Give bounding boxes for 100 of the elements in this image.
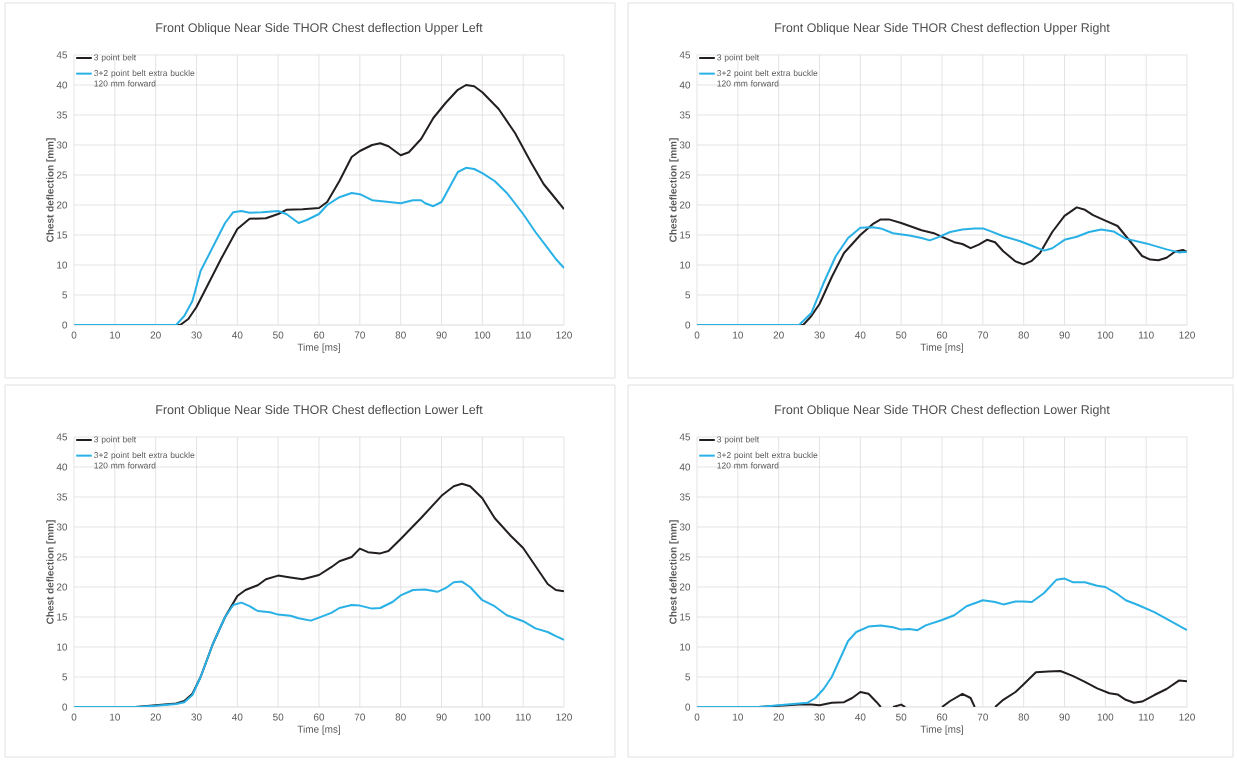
x-tick-label: 10	[733, 713, 743, 721]
x-tick-label: 60	[936, 331, 948, 339]
x-tick-label: 100	[1097, 331, 1114, 339]
x-tick-label: 10	[733, 331, 743, 339]
y-tick-label: 45	[56, 433, 68, 441]
x-tick-label: 60	[936, 713, 948, 721]
x-tick-label: 90	[1059, 331, 1070, 339]
y-tick-label: 30	[679, 523, 691, 531]
y-tick-label: 30	[679, 141, 691, 149]
chart-title: Front Oblique Near Side THOR Chest deflection Upper Left	[156, 22, 483, 35]
legend-label: 3 point belt	[94, 54, 137, 63]
y-tick-label: 0	[685, 321, 691, 329]
x-tick-label: 20	[150, 331, 161, 339]
x-tick-label: 30	[814, 331, 825, 339]
x-tick-label: 0	[71, 331, 77, 339]
x-tick-label: 50	[273, 331, 284, 339]
legend-label: 3+2 point belt extra buckle 120 mm forward	[717, 69, 818, 87]
x-tick-label: 110	[516, 331, 531, 339]
y-tick-label: 40	[56, 463, 68, 471]
y-tick-label: 40	[679, 81, 691, 89]
y-tick-label: 5	[685, 291, 691, 299]
y-tick-label: 45	[679, 433, 691, 441]
x-tick-label: 120	[556, 713, 572, 721]
x-axis-title: Time [ms]	[920, 343, 963, 353]
x-axis-title: Time [ms]	[920, 725, 963, 735]
x-tick-label: 90	[1059, 713, 1070, 721]
x-tick-label: 90	[436, 331, 447, 339]
legend-label: 3+2 point belt extra buckle 120 mm forward	[94, 69, 195, 87]
x-tick-label: 10	[110, 713, 120, 721]
x-axis-title: Time [ms]	[297, 725, 340, 735]
y-tick-label: 25	[679, 553, 691, 561]
y-tick-label: 15	[680, 613, 691, 621]
x-tick-label: 110	[1139, 331, 1154, 339]
legend-label: 3 point belt	[94, 436, 137, 445]
y-tick-label: 0	[62, 703, 68, 711]
legend-label: 3 point belt	[717, 436, 760, 445]
y-tick-label: 30	[56, 523, 68, 531]
y-tick-label: 10	[57, 643, 68, 651]
legend-label: 3 point belt	[717, 54, 760, 63]
x-tick-label: 120	[556, 331, 572, 339]
chart-title: Front Oblique Near Side THOR Chest deflection Lower Left	[156, 404, 483, 417]
x-tick-label: 70	[354, 331, 365, 339]
x-tick-label: 50	[896, 713, 907, 721]
x-tick-label: 0	[694, 331, 700, 339]
y-tick-label: 0	[62, 321, 68, 329]
y-tick-label: 5	[62, 291, 68, 299]
y-tick-label: 25	[56, 171, 68, 179]
y-tick-label: 35	[56, 111, 68, 119]
x-tick-label: 80	[395, 331, 406, 339]
x-tick-label: 10	[110, 331, 120, 339]
y-tick-label: 5	[685, 673, 691, 681]
y-tick-label: 15	[680, 231, 691, 239]
x-tick-label: 80	[1018, 331, 1029, 339]
x-tick-label: 120	[1179, 331, 1195, 339]
y-tick-label: 40	[56, 81, 68, 89]
y-tick-label: 35	[679, 493, 691, 501]
y-tick-label: 20	[56, 583, 68, 591]
y-tick-label: 40	[679, 463, 691, 471]
x-tick-label: 30	[191, 331, 202, 339]
x-tick-label: 100	[1097, 713, 1114, 721]
y-tick-label: 45	[679, 51, 691, 59]
y-tick-label: 30	[56, 141, 68, 149]
y-tick-label: 20	[679, 201, 691, 209]
x-tick-label: 70	[354, 713, 365, 721]
y-tick-label: 10	[680, 643, 691, 651]
x-tick-label: 60	[313, 331, 325, 339]
x-tick-label: 80	[395, 713, 406, 721]
x-tick-label: 70	[977, 331, 988, 339]
legend-label: 3+2 point belt extra buckle 120 mm forward	[717, 451, 818, 469]
y-axis-title: Chest deflection [mm]	[669, 138, 679, 242]
y-tick-label: 10	[57, 261, 68, 269]
y-tick-label: 25	[56, 553, 68, 561]
y-tick-label: 10	[680, 261, 691, 269]
x-tick-label: 20	[773, 331, 784, 339]
x-tick-label: 40	[855, 713, 866, 721]
y-axis-title: Chest deflection [mm]	[669, 520, 679, 624]
x-tick-label: 80	[1018, 713, 1029, 721]
x-axis-title: Time [ms]	[297, 343, 340, 353]
x-tick-label: 100	[474, 713, 491, 721]
x-tick-label: 0	[71, 713, 77, 721]
x-tick-label: 50	[273, 713, 284, 721]
x-tick-label: 20	[773, 713, 784, 721]
y-tick-label: 25	[679, 171, 691, 179]
x-tick-label: 70	[977, 713, 988, 721]
legend-label: 3+2 point belt extra buckle 120 mm forward	[94, 451, 195, 469]
y-tick-label: 5	[62, 673, 68, 681]
y-tick-label: 15	[57, 231, 68, 239]
x-tick-label: 90	[436, 713, 447, 721]
y-tick-label: 0	[685, 703, 691, 711]
x-tick-label: 50	[896, 331, 907, 339]
x-tick-label: 40	[232, 331, 243, 339]
x-tick-label: 100	[474, 331, 491, 339]
chart-title: Front Oblique Near Side THOR Chest deflection Upper Right	[775, 22, 1110, 35]
x-tick-label: 30	[191, 713, 202, 721]
x-tick-label: 0	[694, 713, 700, 721]
y-tick-label: 35	[679, 111, 691, 119]
x-tick-label: 20	[150, 713, 161, 721]
x-tick-label: 60	[313, 713, 325, 721]
x-tick-label: 40	[232, 713, 243, 721]
x-tick-label: 40	[855, 331, 866, 339]
